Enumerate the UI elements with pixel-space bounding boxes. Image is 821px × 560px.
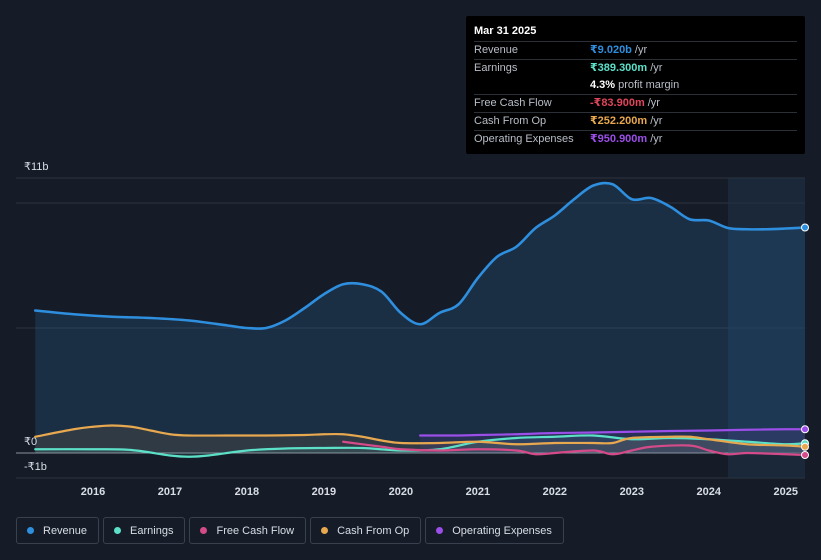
legend-earnings[interactable]: Earnings	[103, 517, 186, 544]
tooltip-row: Free Cash Flow -₹83.900m/yr	[474, 94, 797, 112]
free-cash-flow-line	[342, 440, 807, 457]
tooltip-row-label: Free Cash Flow	[474, 97, 552, 109]
cash-from-op-area	[35, 425, 806, 453]
series-lines	[33, 181, 807, 458]
series-endpoints	[801, 223, 809, 459]
tooltip-row-value: ₹252.200m	[590, 115, 648, 127]
tooltip-row-label: Operating Expenses	[474, 133, 574, 145]
cash-from-op-endpoint[interactable]	[801, 442, 809, 451]
legend-label: Free Cash Flow	[216, 524, 295, 537]
operating-expenses-line	[419, 428, 807, 437]
legend-label: Earnings	[130, 524, 174, 537]
tooltip-row-value: -₹83.900m	[590, 97, 645, 109]
tooltip-row-unit: /yr	[650, 62, 663, 74]
tooltip-row-unit: /yr	[647, 97, 660, 109]
revenue-area	[35, 182, 806, 453]
x-tick-2022: 2022	[543, 486, 567, 498]
legend-cash-from-op[interactable]: Cash From Op	[310, 517, 422, 544]
legend-free-cash-flow[interactable]: Free Cash Flow	[189, 517, 307, 544]
free-cash-flow-endpoint[interactable]	[801, 451, 809, 459]
x-axis: 2016 2017 2018 2019 2020 2021 2022 2023 2024 2025	[81, 486, 798, 498]
legend-dot-icon	[200, 527, 208, 534]
cash-from-op-line	[34, 424, 807, 448]
tooltip-row-unit: /yr	[650, 115, 663, 127]
x-tick-2021: 2021	[466, 486, 490, 498]
x-tick-2016: 2016	[81, 486, 105, 498]
tooltip: Mar 31 2025 Revenue ₹9.020b/yr Earnings ₹38…	[466, 16, 805, 154]
x-tick-2020: 2020	[389, 486, 413, 498]
x-tick-2019: 2019	[312, 486, 336, 498]
tooltip-row-value: 4.3%	[590, 79, 616, 91]
series-areas	[35, 182, 806, 457]
earnings-area	[35, 435, 806, 457]
legend-dot-icon	[27, 527, 34, 534]
y-axis-zero-label: ₹0	[24, 436, 37, 448]
tooltip-row-value: ₹389.300m	[590, 62, 648, 74]
tooltip-row-value: ₹9.020b	[590, 44, 632, 56]
tooltip-row-label: Earnings	[474, 62, 518, 74]
tooltip-row-label	[474, 77, 590, 94]
tooltip-row-label: Revenue	[474, 44, 519, 56]
tooltip-row: Operating Expenses ₹950.900m/yr	[474, 130, 797, 148]
legend-dot-icon	[321, 527, 329, 534]
x-tick-2023: 2023	[620, 486, 644, 498]
tooltip-row-label: Cash From Op	[474, 115, 547, 127]
tooltip-row: Earnings ₹389.300m/yr	[474, 59, 797, 77]
x-tick-2018: 2018	[235, 486, 259, 498]
revenue-endpoint[interactable]	[801, 223, 809, 232]
legend-label: Cash From Op	[337, 524, 410, 537]
x-tick-2024: 2024	[697, 486, 722, 498]
legend-operating-expenses[interactable]: Operating Expenses	[425, 517, 564, 544]
tooltip-row-unit: /yr	[634, 44, 648, 56]
legend: Revenue Earnings Free Cash Flow Cash From O…	[16, 517, 564, 544]
tooltip-row-value: ₹950.900m	[590, 133, 648, 145]
tooltip-row: 4.3% profit margin	[474, 77, 797, 94]
legend-label: Revenue	[43, 524, 88, 537]
tooltip-row: Cash From Op ₹252.200m/yr	[474, 112, 797, 130]
legend-label: Operating Expenses	[452, 524, 552, 537]
y-axis-top-label: ₹11b	[24, 161, 49, 173]
legend-dot-icon	[114, 527, 122, 534]
tooltip-date: Mar 31 2025	[474, 25, 537, 37]
legend-dot-icon	[436, 527, 444, 534]
tooltip-row-unit: profit margin	[618, 79, 680, 91]
x-tick-2025: 2025	[774, 486, 798, 498]
operating-expenses-endpoint[interactable]	[801, 425, 809, 434]
x-tick-2017: 2017	[158, 486, 182, 498]
tooltip-row: Revenue ₹9.020b/yr	[474, 41, 797, 59]
chart: 2016 2017 2018 2019 2020 2021 2022 2023 2024 2025…	[16, 161, 809, 498]
y-axis-bottom-label: -₹1b	[24, 461, 47, 473]
revenue-line	[33, 181, 807, 330]
legend-revenue[interactable]: Revenue	[16, 517, 100, 544]
tooltip-row-unit: /yr	[650, 133, 663, 145]
